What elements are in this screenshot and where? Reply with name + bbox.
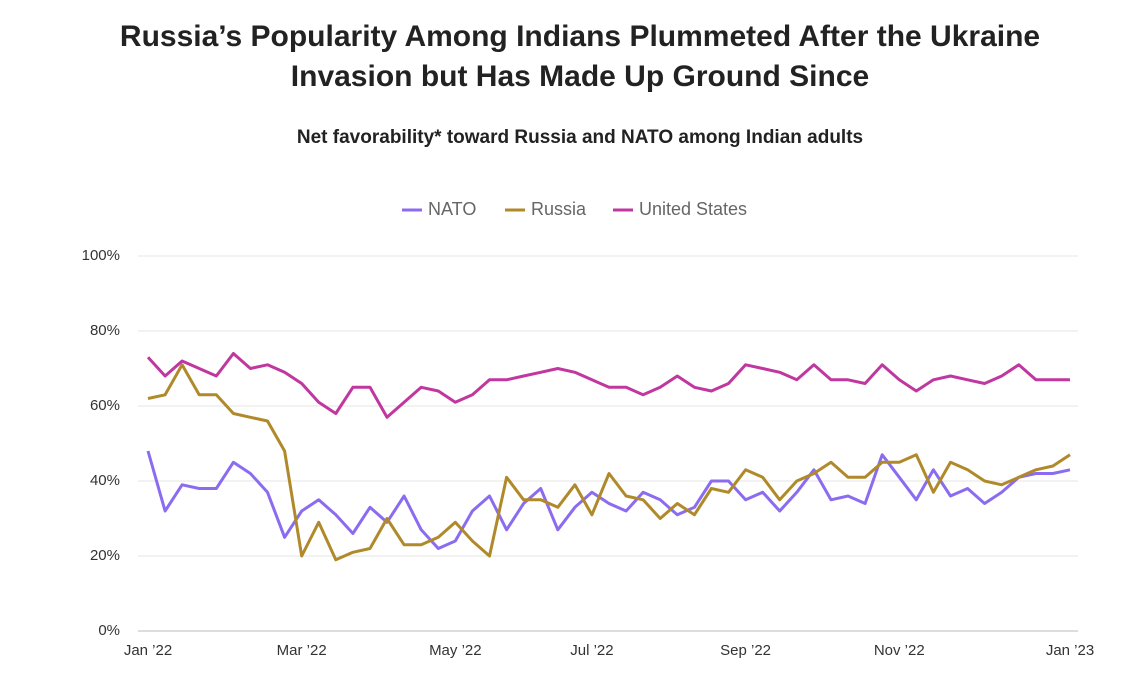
chart-title: Invasion but Has Made Up Ground Since <box>291 60 869 93</box>
chart-subtitle: Net favorability* toward Russia and NATO… <box>297 127 863 148</box>
x-tick-label: Jan ’22 <box>124 642 172 659</box>
x-tick-label: Sep ’22 <box>720 642 771 659</box>
x-tick-label: Jul ’22 <box>570 642 613 659</box>
x-tick-label: Jan ’23 <box>1046 642 1094 659</box>
x-tick-label: Mar ’22 <box>277 642 327 659</box>
y-tick-label: 80% <box>90 322 120 339</box>
chart-title: Russia’s Popularity Among Indians Plumme… <box>120 20 1040 53</box>
legend-label: United States <box>639 199 747 219</box>
y-tick-label: 60% <box>90 397 120 414</box>
x-tick-label: Nov ’22 <box>874 642 925 659</box>
y-tick-label: 40% <box>90 472 120 489</box>
series-line <box>146 352 1070 419</box>
y-tick-label: 100% <box>82 247 120 264</box>
x-tick-label: May ’22 <box>429 642 482 659</box>
series-line <box>147 363 1071 562</box>
legend-label: Russia <box>531 199 587 219</box>
legend-label: NATO <box>428 199 476 219</box>
y-tick-label: 0% <box>98 622 120 639</box>
series-line <box>146 450 1071 550</box>
y-tick-label: 20% <box>90 547 120 564</box>
